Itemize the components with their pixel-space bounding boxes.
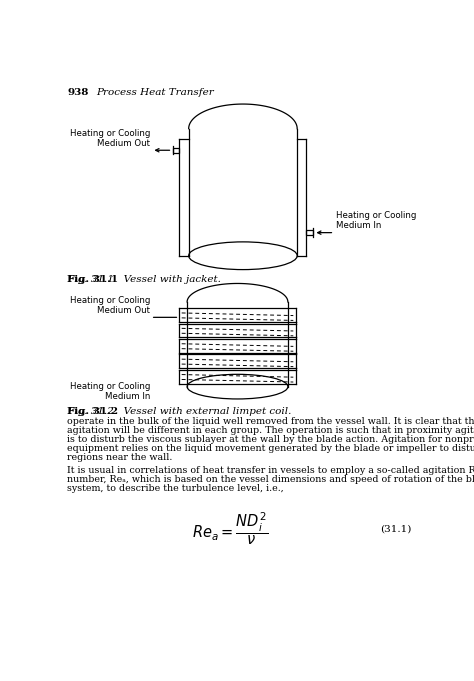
Text: regions near the wall.: regions near the wall. [67,453,173,462]
Text: Fig. 31.2: Fig. 31.2 [67,407,118,416]
Bar [307,230,313,236]
Text: equipment relies on the liquid movement generated by the blade or impeller to di: equipment relies on the liquid movement … [67,444,474,453]
Bar [173,148,179,153]
Text: 938: 938 [67,88,88,97]
Text: $\mathit{Re}_a = \dfrac{ND_i^2}{\nu}$: $\mathit{Re}_a = \dfrac{ND_i^2}{\nu}$ [191,511,268,548]
Text: Fig. 31.2   Vessel with external limpet coil.: Fig. 31.2 Vessel with external limpet co… [67,407,292,416]
Text: Heating or Cooling
Medium In: Heating or Cooling Medium In [70,381,150,401]
Text: is to disturb the viscous sublayer at the wall by the blade action. Agitation fo: is to disturb the viscous sublayer at th… [67,435,474,444]
Text: Process Heat Transfer: Process Heat Transfer [96,88,214,97]
Text: Heating or Cooling
Medium Out: Heating or Cooling Medium Out [70,129,150,148]
Text: It is usual in correlations of heat transfer in vessels to employ a so-called ag: It is usual in correlations of heat tran… [67,466,474,475]
Text: Fig. 31.1: Fig. 31.1 [67,275,118,284]
Text: Heating or Cooling
Medium In: Heating or Cooling Medium In [336,211,416,230]
Text: system, to describe the turbulence level, i.e.,: system, to describe the turbulence level… [67,484,284,493]
Text: number, Reₐ, which is based on the vessel dimensions and speed of rotation of th: number, Reₐ, which is based on the vesse… [67,475,474,484]
Text: Fig. 31.1   Vessel with jacket.: Fig. 31.1 Vessel with jacket. [67,275,221,284]
Text: (31.1): (31.1) [381,524,412,534]
Text: operate in the bulk of the liquid well removed from the vessel wall. It is clear: operate in the bulk of the liquid well r… [67,417,474,426]
Text: Heating or Cooling
Medium Out: Heating or Cooling Medium Out [70,296,150,315]
Text: agitation will be different in each group. The operation is such that in proximi: agitation will be different in each grou… [67,426,474,435]
